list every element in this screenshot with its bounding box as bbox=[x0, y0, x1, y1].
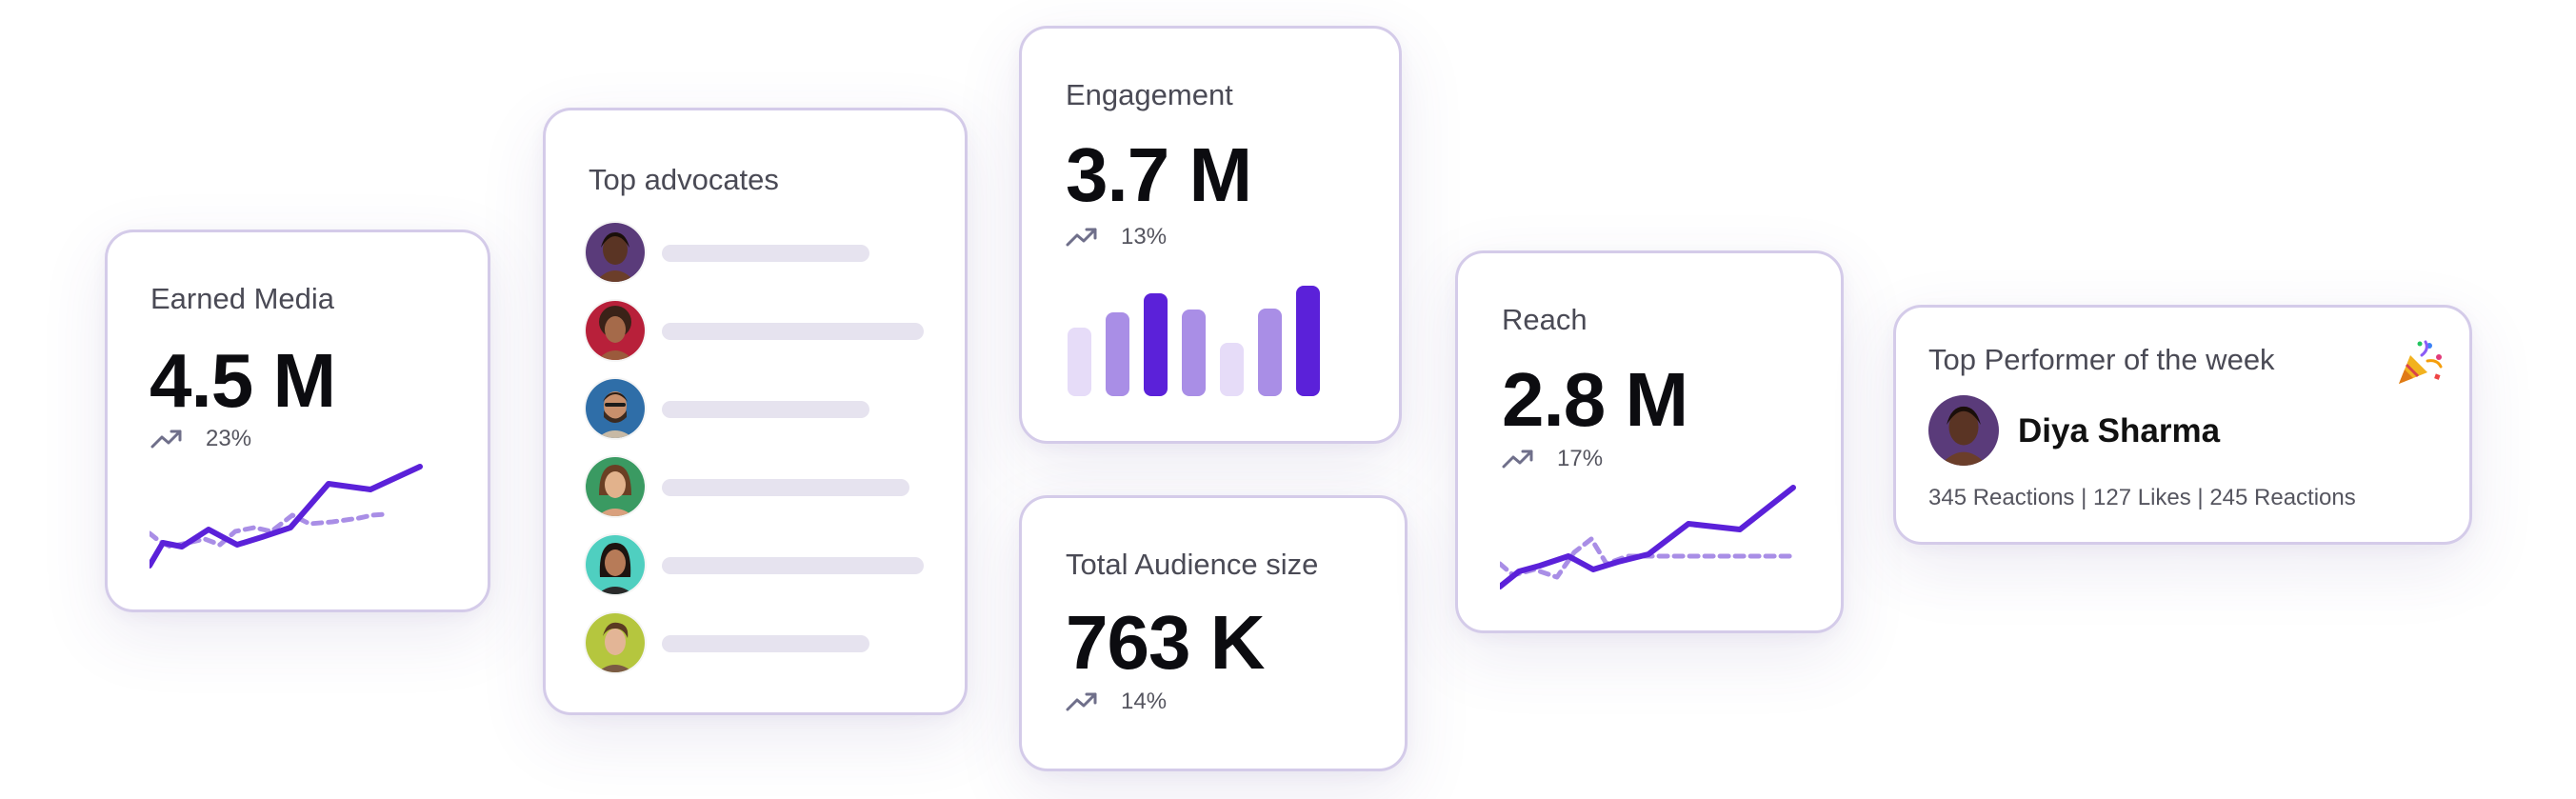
list-item[interactable] bbox=[586, 457, 929, 516]
reach-sparkline bbox=[1500, 485, 1798, 589]
change-percent: 23% bbox=[206, 426, 252, 451]
list-item[interactable] bbox=[586, 613, 929, 672]
bar bbox=[1068, 328, 1091, 396]
bar bbox=[1144, 293, 1168, 396]
placeholder-bar bbox=[662, 635, 869, 652]
placeholder-bar bbox=[662, 401, 869, 418]
party-popper-icon bbox=[2393, 336, 2446, 390]
change-percent: 14% bbox=[1121, 689, 1168, 714]
placeholder-bar bbox=[662, 557, 924, 574]
bar bbox=[1106, 312, 1129, 396]
trending-up-icon bbox=[1066, 692, 1097, 711]
trending-up-icon bbox=[150, 429, 182, 449]
bar bbox=[1182, 310, 1206, 396]
card-title: Engagement bbox=[1066, 78, 1233, 111]
metric-value: 2.8 M bbox=[1502, 357, 1688, 442]
trending-up-icon bbox=[1502, 449, 1533, 469]
engagement-bar-chart bbox=[1068, 286, 1334, 400]
card-title: Total Audience size bbox=[1066, 548, 1319, 581]
avatar bbox=[586, 301, 645, 360]
bar bbox=[1296, 286, 1320, 396]
list-item[interactable] bbox=[586, 301, 929, 360]
card-title: Top Performer of the week bbox=[1928, 343, 2275, 376]
metric-change: 17% bbox=[1502, 446, 1603, 472]
bar bbox=[1258, 309, 1282, 396]
list-item[interactable] bbox=[586, 223, 929, 282]
change-percent: 13% bbox=[1121, 224, 1168, 250]
metric-change: 14% bbox=[1066, 689, 1167, 715]
top-advocates-card[interactable]: Top advocates bbox=[543, 108, 968, 715]
placeholder-bar bbox=[662, 245, 869, 262]
card-title: Top advocates bbox=[589, 163, 779, 196]
performer-stats: 345 Reactions | 127 Likes | 245 Reaction… bbox=[1928, 485, 2356, 510]
card-title: Earned Media bbox=[150, 282, 335, 315]
total-audience-card[interactable]: Total Audience size 763 K 14% bbox=[1019, 495, 1408, 771]
placeholder-bar bbox=[662, 479, 909, 496]
reach-card[interactable]: Reach 2.8 M 17% bbox=[1455, 250, 1844, 633]
trending-up-icon bbox=[1066, 228, 1097, 247]
earned-media-sparkline bbox=[150, 464, 423, 569]
performer-name: Diya Sharma bbox=[2018, 412, 2221, 449]
placeholder-bar bbox=[662, 323, 924, 340]
avatar bbox=[1928, 395, 1999, 466]
engagement-card[interactable]: Engagement 3.7 M 13% bbox=[1019, 26, 1402, 444]
avatar bbox=[586, 223, 645, 282]
earned-media-card[interactable]: Earned Media 4.5 M 23% bbox=[105, 230, 490, 612]
avatar bbox=[586, 457, 645, 516]
change-percent: 17% bbox=[1557, 446, 1604, 471]
avatar bbox=[586, 535, 645, 594]
metric-value: 3.7 M bbox=[1066, 132, 1252, 217]
avatar bbox=[586, 379, 645, 438]
metric-value: 763 K bbox=[1066, 600, 1265, 685]
avatar bbox=[586, 613, 645, 672]
metric-change: 23% bbox=[150, 426, 251, 452]
top-performer-card[interactable]: Top Performer of the week Diya Sharma 34… bbox=[1893, 305, 2472, 545]
metric-change: 13% bbox=[1066, 224, 1167, 250]
card-title: Reach bbox=[1502, 303, 1588, 336]
metric-value: 4.5 M bbox=[150, 338, 336, 423]
list-item[interactable] bbox=[586, 535, 929, 594]
bar bbox=[1220, 343, 1244, 396]
list-item[interactable] bbox=[586, 379, 929, 438]
